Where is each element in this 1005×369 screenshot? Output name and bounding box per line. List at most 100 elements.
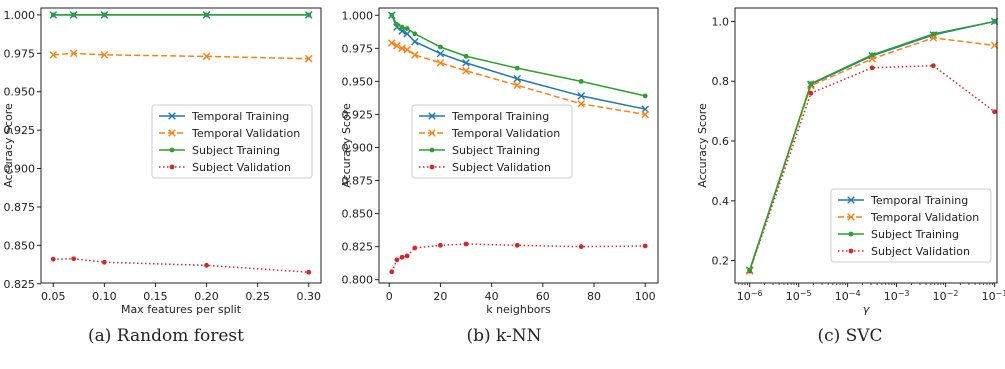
y-tick-label: 0.8 [712, 75, 730, 88]
data-point-temporal-validation [513, 81, 522, 90]
legend-marker [429, 147, 435, 153]
data-point-temporal-validation [202, 52, 211, 61]
legend-marker [847, 213, 855, 221]
data-point-subject-validation [204, 262, 209, 268]
data-point-temporal-training [436, 49, 445, 58]
data-point-temporal-validation [403, 45, 411, 54]
legend-label: Temporal Training [191, 110, 289, 123]
x-tick-label: 0.15 [143, 290, 168, 303]
x-axis-label: Max features per split [121, 303, 242, 316]
data-point-temporal-training [577, 92, 586, 100]
data-point-subject-validation [71, 256, 77, 262]
data-point-temporal-validation [577, 100, 586, 108]
caption-a: (a) Random forest [88, 326, 244, 346]
data-point-subject-training [101, 12, 107, 18]
legend-marker [169, 147, 175, 153]
data-point-subject-training [204, 12, 209, 18]
data-point-subject-training [463, 53, 469, 59]
legend-marker [168, 112, 176, 120]
legend-marker [168, 129, 176, 137]
data-point-subject-training [306, 12, 312, 18]
x-tick-label: 0 [386, 290, 393, 303]
data-point-temporal-validation [641, 110, 649, 119]
data-point-subject-training [438, 44, 443, 50]
y-tick-label: 0.950 [342, 75, 374, 88]
y-axis-label: Accuracy Score [340, 103, 353, 188]
data-point-subject-training [930, 31, 936, 37]
data-point-subject-training [514, 65, 520, 71]
data-point-subject-validation [306, 269, 312, 275]
y-tick-label: 0.800 [342, 274, 374, 287]
y-tick-label: 0.875 [342, 175, 374, 188]
data-point-subject-validation [930, 63, 936, 69]
y-tick-label: 1.000 [342, 9, 374, 22]
data-point-temporal-training [513, 74, 522, 83]
series-line-subject-validation [391, 243, 646, 273]
data-point-subject-validation [389, 269, 395, 275]
y-tick-label: 0.900 [342, 141, 374, 154]
chart-panel-1: 0.800 0.825 0.850 0.875 0.900 0.925 0.950 0.975… [340, 7, 659, 316]
series-line-temporal-validation [391, 42, 646, 116]
legend-label: Temporal Validation [870, 211, 979, 224]
y-tick-label: 0.875 [4, 201, 36, 214]
legend-label: Subject Training [192, 144, 280, 157]
series-line-subject-validation [53, 257, 309, 273]
legend-label: Temporal Training [870, 194, 968, 207]
legend-label: Subject Training [452, 144, 540, 157]
data-point-subject-validation [808, 90, 814, 96]
x-tick-label: 10−5 [786, 289, 812, 304]
data-point-temporal-validation [436, 59, 445, 67]
legend-marker [429, 164, 435, 170]
legend-marker [847, 196, 855, 204]
data-point-subject-training [808, 81, 814, 87]
y-tick-label: 0.850 [4, 239, 36, 252]
data-point-subject-validation [463, 241, 469, 247]
x-tick-label: 10−3 [884, 289, 910, 304]
plot-frame [734, 7, 998, 284]
y-tick-label: 0.850 [342, 208, 374, 221]
x-tick-label: 0.05 [41, 290, 66, 303]
x-tick-label: 100 [635, 290, 656, 303]
data-point-subject-training [389, 12, 395, 18]
data-point-subject-validation [869, 65, 875, 71]
data-point-subject-training [50, 12, 56, 18]
legend-box [411, 104, 573, 179]
data-point-subject-training [869, 52, 875, 58]
legend: Temporal Training Temporal Validation Subj… [830, 188, 992, 263]
x-tick-label: 10−6 [737, 289, 763, 304]
data-point-subject-training [71, 12, 77, 18]
x-tick-label: 10−2 [933, 289, 959, 304]
legend: Temporal Training Temporal Validation Subj… [411, 104, 573, 179]
caption-c: (c) SVC [817, 326, 883, 346]
x-tick-label: 80 [587, 290, 601, 303]
data-point-temporal-training [403, 29, 411, 38]
data-point-subject-validation [50, 256, 56, 262]
legend-label: Temporal Training [451, 110, 549, 123]
data-point-subject-validation [101, 259, 107, 265]
legend: Temporal Training Temporal Validation Subj… [151, 104, 313, 179]
x-tick-label: 0.25 [245, 290, 270, 303]
y-tick-label: 0.900 [4, 163, 36, 176]
x-tick-label: 60 [536, 290, 550, 303]
data-point-temporal-training [462, 59, 470, 67]
y-tick-label: 0.950 [4, 86, 36, 99]
legend-label: Subject Validation [871, 245, 970, 258]
data-point-temporal-validation [411, 51, 419, 59]
x-tick-label: 0.10 [92, 290, 117, 303]
legend-marker [428, 129, 436, 137]
x-tick-label: 20 [433, 290, 447, 303]
data-point-subject-training [394, 22, 400, 27]
x-tick-label: 0.20 [194, 290, 219, 303]
data-point-subject-validation [394, 257, 400, 263]
data-point-temporal-validation [100, 51, 109, 59]
data-point-subject-training [747, 267, 753, 273]
y-tick-label: 0.825 [4, 278, 36, 291]
plot-frame [378, 7, 659, 284]
legend-box [830, 188, 992, 263]
legend-label: Temporal Validation [191, 127, 300, 140]
data-point-subject-validation [438, 242, 443, 248]
data-point-temporal-validation [304, 54, 313, 63]
y-tick-label: 0.925 [4, 124, 36, 137]
data-point-temporal-validation [462, 67, 470, 75]
chart-panel-0: 0.825 0.850 0.875 0.900 0.925 0.950 0.975 1.000… [2, 7, 322, 316]
